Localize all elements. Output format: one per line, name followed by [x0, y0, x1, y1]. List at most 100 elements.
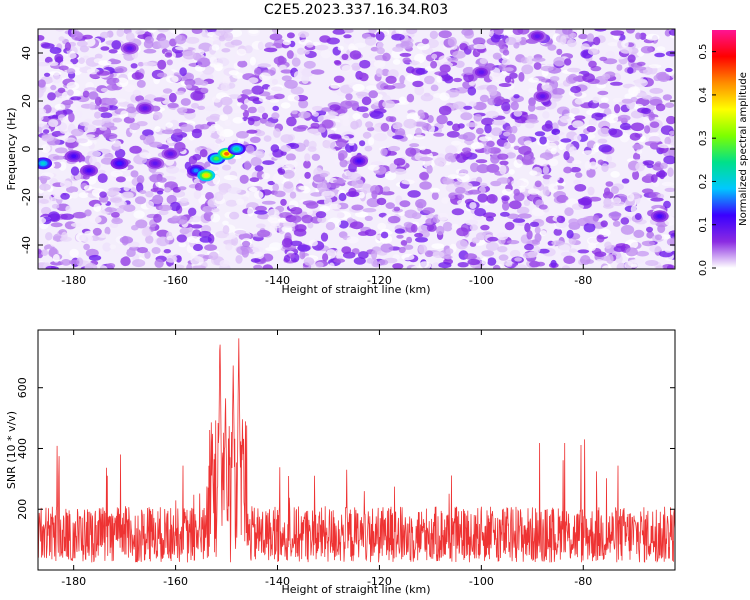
heatmap-cell — [97, 173, 108, 183]
heatmap-cell — [199, 123, 210, 130]
heatmap-cell — [41, 43, 55, 49]
heatmap-cell — [167, 102, 179, 108]
heatmap-cell — [382, 186, 391, 193]
heatmap-cell — [297, 244, 311, 252]
heatmap-cell — [486, 163, 500, 173]
heatmap-cell — [244, 45, 253, 54]
heatmap-cell — [500, 211, 510, 217]
heatmap-cell — [176, 107, 188, 114]
heatmap-cell — [521, 64, 534, 75]
heatmap-cell — [71, 128, 84, 137]
heatmap-cell — [225, 243, 233, 251]
heatmap-cell — [496, 177, 511, 184]
heatmap-cell — [108, 49, 118, 54]
heatmap-cell — [394, 228, 406, 234]
heatmap-cell — [560, 251, 572, 257]
heatmap-cell — [261, 172, 271, 180]
heatmap-cell — [261, 112, 269, 120]
heatmap-cell — [424, 75, 435, 85]
heatmap-cell — [455, 187, 466, 194]
heatmap-cell — [361, 96, 372, 106]
heatmap-cell — [364, 145, 373, 152]
heatmap-cell — [281, 238, 293, 248]
heatmap-cell — [158, 204, 172, 211]
heatmap-x-tick-label: -140 — [265, 274, 290, 287]
heatmap-cell — [648, 111, 655, 122]
heatmap-cell — [134, 196, 147, 205]
heatmap-cell — [106, 190, 119, 197]
heatmap-cell — [145, 235, 154, 244]
heatmap-cell — [501, 102, 511, 112]
heatmap-cell — [630, 263, 638, 268]
heatmap-cell — [89, 101, 96, 111]
snr-x-tick-label: -140 — [265, 575, 290, 588]
heatmap-cell — [180, 197, 189, 203]
heatmap-cell — [330, 83, 340, 89]
heatmap-cell — [642, 160, 655, 166]
heatmap-cell — [485, 110, 499, 119]
heatmap-cell — [462, 66, 476, 75]
heatmap-cell — [470, 162, 479, 173]
heatmap-cell — [250, 156, 262, 167]
heatmap-cell — [563, 166, 573, 174]
heatmap-cell — [157, 72, 168, 78]
heatmap-cell — [654, 52, 665, 58]
heatmap-cell — [38, 217, 47, 224]
heatmap-cell — [637, 92, 648, 97]
heatmap-hotspot — [168, 152, 173, 156]
heatmap-cell — [650, 174, 658, 183]
heatmap-cell — [249, 136, 261, 143]
heatmap-cell — [182, 50, 197, 60]
heatmap-cell — [477, 193, 488, 203]
heatmap-cell — [518, 72, 525, 82]
heatmap-cell — [259, 72, 271, 81]
heatmap-cell — [570, 85, 582, 94]
snr-x-tick-label: -160 — [163, 575, 188, 588]
heatmap-cell — [434, 71, 448, 76]
heatmap-cell — [38, 89, 44, 98]
heatmap-cell — [315, 261, 324, 268]
heatmap-cell — [305, 42, 314, 48]
heatmap-cell — [222, 220, 229, 226]
heatmap-cell — [230, 39, 243, 46]
heatmap-cell — [463, 72, 474, 83]
heatmap-cell — [79, 45, 89, 53]
heatmap-cell — [133, 210, 145, 219]
heatmap-cell — [384, 170, 397, 181]
heatmap-cell — [403, 221, 413, 228]
heatmap-cell — [475, 159, 488, 164]
heatmap-cell — [431, 53, 438, 59]
heatmap-cell — [551, 240, 565, 246]
heatmap-cell — [616, 64, 623, 71]
heatmap-cell — [49, 239, 58, 247]
heatmap-y-label: Frequency (Hz) — [5, 108, 18, 191]
heatmap-cell — [630, 96, 638, 103]
snr-y-label: SNR (10 * v/v) — [5, 411, 18, 489]
heatmap-cell — [109, 222, 119, 228]
heatmap-cell — [142, 61, 157, 67]
heatmap-cell — [657, 193, 665, 199]
heatmap-cell — [112, 77, 120, 84]
heatmap-cell — [38, 108, 47, 115]
heatmap-cell — [528, 87, 536, 94]
heatmap-cell — [504, 75, 512, 83]
heatmap-cell — [386, 151, 397, 156]
heatmap-cell — [257, 41, 264, 50]
heatmap-cell — [280, 102, 291, 109]
heatmap-cell — [303, 49, 310, 55]
heatmap-cell — [144, 250, 151, 259]
heatmap-cell — [621, 178, 630, 184]
heatmap-cell — [466, 122, 478, 128]
heatmap-cell — [480, 224, 490, 231]
heatmap-cell — [457, 194, 465, 200]
heatmap-cell — [542, 29, 554, 34]
heatmap-cell — [499, 164, 507, 175]
heatmap-cell — [49, 47, 62, 54]
heatmap-cell — [354, 42, 367, 48]
heatmap-cell — [429, 187, 441, 193]
colorbar-label: Normalized spectral amplitude — [738, 72, 749, 226]
heatmap-cell — [406, 93, 415, 103]
heatmap-cell — [504, 221, 515, 231]
heatmap-cell — [415, 127, 422, 136]
heatmap-cell — [513, 192, 525, 202]
